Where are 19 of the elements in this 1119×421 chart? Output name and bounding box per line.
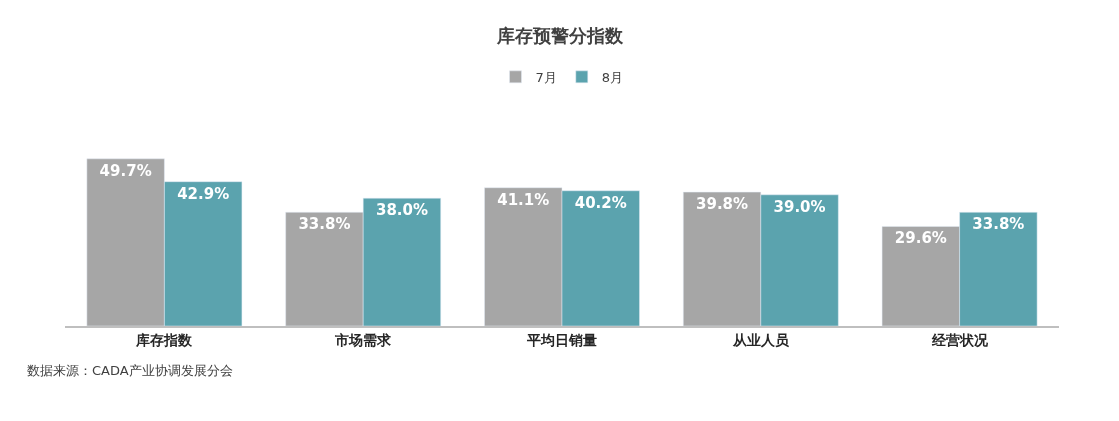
data-label: 49.7% xyxy=(99,161,152,180)
legend-label: 7月 xyxy=(535,69,557,85)
data-label: 39.8% xyxy=(696,195,749,214)
x-tick-label: 从业人员 xyxy=(731,331,790,348)
x-tick-label: 经营状况 xyxy=(930,331,989,348)
data-label: 39.0% xyxy=(773,197,826,216)
chart-title: 库存预警分指数 xyxy=(495,25,624,47)
data-label: 38.0% xyxy=(375,201,428,220)
data-label: 41.1% xyxy=(497,190,550,209)
x-tick-label: 库存指数 xyxy=(135,331,194,348)
x-tick-label: 平均日销量 xyxy=(526,331,597,348)
legend-label: 8月 xyxy=(601,69,624,85)
data-label: 33.8% xyxy=(972,215,1025,234)
data-label: 33.8% xyxy=(298,215,351,234)
data-label: 40.2% xyxy=(574,193,627,212)
data-label: 42.9% xyxy=(177,184,230,203)
x-tick-label: 市场需求 xyxy=(334,331,393,348)
source-note: 数据来源：CADA产业协调发展分会 xyxy=(27,363,233,378)
data-label: 29.6% xyxy=(894,229,947,248)
